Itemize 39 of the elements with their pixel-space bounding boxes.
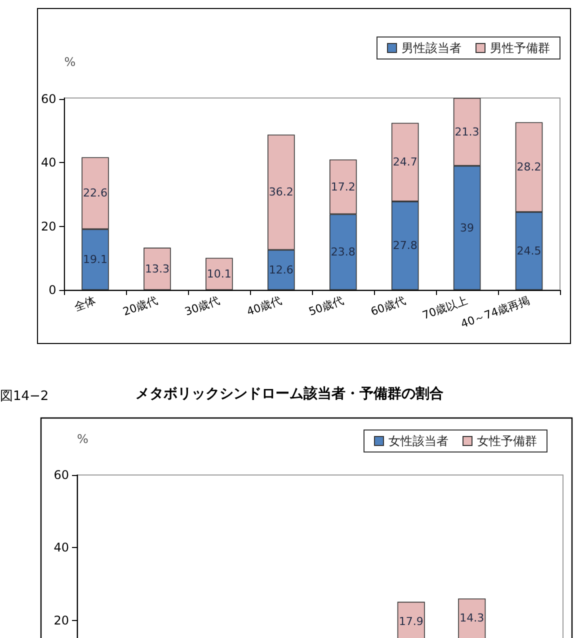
data-label: 21.3 — [454, 125, 480, 138]
caption: 図14−2 — [0, 389, 49, 404]
legend-label: 男性予備群 — [490, 41, 550, 55]
data-label: 24.5 — [516, 244, 542, 258]
data-label: 12.6 — [268, 263, 294, 276]
x-tick-label: 30歳代 — [183, 294, 222, 318]
data-label: 14.3 — [460, 611, 484, 624]
y-tick-label: 60 — [54, 468, 69, 482]
data-label: 22.6 — [83, 186, 108, 200]
data-label: 23.8 — [330, 246, 356, 259]
bar — [144, 248, 171, 290]
data-label: 36.2 — [268, 186, 294, 199]
data-label: 17.9 — [398, 614, 424, 628]
y-tick-label: 60 — [40, 92, 56, 106]
legend-label: 男性該当者 — [402, 41, 462, 55]
x-tick-label: 40歳代 — [245, 294, 284, 318]
y-tick-label: 20 — [40, 219, 56, 234]
data-label: 19.1 — [83, 253, 108, 266]
x-tick-label: 全体 — [72, 294, 98, 314]
x-tick-label: 60歳代 — [369, 294, 408, 318]
data-label: 39 — [460, 221, 474, 234]
y-axis-title: % — [77, 432, 88, 446]
chart-title: メタボリックシンドローム該当者・予備群の割合 — [136, 385, 444, 402]
data-label: 10.1 — [206, 267, 232, 280]
legend-label: 女性予備群 — [477, 434, 537, 448]
data-label: 17.2 — [330, 180, 356, 194]
y-tick-label: 40 — [54, 540, 69, 555]
y-axis-title: % — [64, 55, 76, 69]
x-tick-label: 20歳代 — [121, 294, 160, 318]
y-tick-label: 0 — [48, 283, 56, 297]
bar — [206, 258, 233, 290]
legend-label: 女性該当者 — [388, 434, 448, 448]
data-label: 28.2 — [516, 160, 542, 174]
data-label: 13.3 — [144, 262, 170, 276]
y-tick-label: 20 — [54, 613, 69, 628]
data-label: 27.8 — [392, 239, 418, 252]
y-tick-label: 40 — [40, 156, 56, 170]
data-label: 24.7 — [392, 156, 418, 169]
x-tick-label: 50歳代 — [307, 294, 346, 318]
